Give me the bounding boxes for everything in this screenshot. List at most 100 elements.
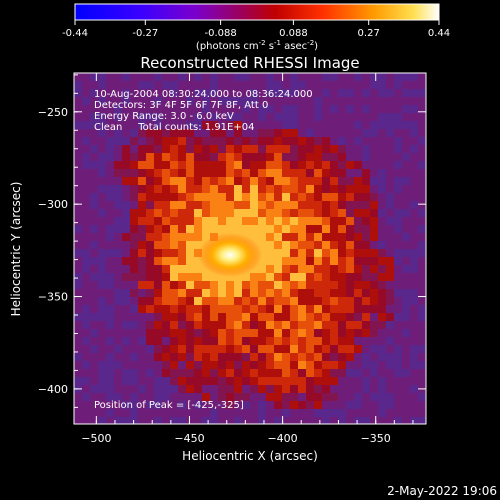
heatmap-cell xyxy=(194,81,202,89)
heatmap-cell xyxy=(274,161,282,169)
heatmap-cell xyxy=(314,193,322,201)
heatmap-cell xyxy=(130,97,138,105)
heatmap-cell xyxy=(250,97,258,105)
heatmap-cell xyxy=(314,201,322,209)
heatmap-cell xyxy=(394,265,402,273)
plot-frame xyxy=(73,72,427,425)
heatmap-cell xyxy=(138,249,146,257)
heatmap-cell xyxy=(362,393,370,401)
heatmap-cell xyxy=(370,305,378,313)
heatmap-cell xyxy=(362,161,370,169)
heatmap-cell xyxy=(226,369,234,377)
heatmap-cell xyxy=(386,81,394,89)
heatmap-cell xyxy=(330,97,338,105)
heatmap-cell xyxy=(202,401,210,409)
heatmap-cell xyxy=(330,305,338,313)
heatmap-cell xyxy=(74,105,82,113)
heatmap-cell xyxy=(194,313,202,321)
heatmap-cell xyxy=(122,161,130,169)
heatmap-cell xyxy=(298,169,306,177)
heatmap-cell xyxy=(402,137,410,145)
heatmap-cell xyxy=(90,225,98,233)
heatmap-cell xyxy=(410,153,418,161)
heatmap-cell xyxy=(98,265,106,273)
heatmap-cell xyxy=(402,361,410,369)
heatmap-cell xyxy=(394,137,402,145)
heatmap-cell xyxy=(122,121,130,129)
heatmap-cell xyxy=(386,89,394,97)
heatmap-cell xyxy=(146,201,154,209)
heatmap-cell xyxy=(330,417,338,424)
heatmap-cell xyxy=(322,153,330,161)
heatmap-cell xyxy=(330,385,338,393)
heatmap-cell xyxy=(90,129,98,137)
heatmap-cell xyxy=(74,153,82,161)
heatmap-cell xyxy=(162,89,170,97)
heatmap-cell xyxy=(370,97,378,105)
heatmap-cell xyxy=(186,329,194,337)
heatmap-cell xyxy=(250,281,258,289)
heatmap-cell xyxy=(114,121,122,129)
heatmap-cell xyxy=(138,353,146,361)
heatmap-cell xyxy=(186,169,194,177)
heatmap-cell xyxy=(106,137,114,145)
heatmap-cell xyxy=(370,161,378,169)
heatmap-cell xyxy=(242,161,250,169)
heatmap-cell xyxy=(346,417,354,424)
heatmap-cell xyxy=(210,73,218,81)
heatmap-cell xyxy=(154,105,162,113)
heatmap-cell xyxy=(266,361,274,369)
heatmap-cell xyxy=(178,97,186,105)
heatmap-cell xyxy=(114,345,122,353)
heatmap-cell xyxy=(386,329,394,337)
heatmap-cell xyxy=(314,401,322,409)
heatmap-cell xyxy=(306,153,314,161)
heatmap-cell xyxy=(138,265,146,273)
heatmap-cell xyxy=(274,369,282,377)
heatmap-cell xyxy=(242,345,250,353)
heatmap-cell xyxy=(378,409,386,417)
heatmap-cell xyxy=(162,281,170,289)
heatmap-cell xyxy=(346,185,354,193)
heatmap-cell xyxy=(298,89,306,97)
heatmap-cell xyxy=(74,177,82,185)
heatmap-cell xyxy=(178,281,186,289)
heatmap-cell xyxy=(130,329,138,337)
heatmap-cell xyxy=(266,329,274,337)
heatmap-cell xyxy=(394,345,402,353)
heatmap-cell xyxy=(186,201,194,209)
heatmap-cell xyxy=(386,377,394,385)
heatmap-cell xyxy=(90,161,98,169)
heatmap-cell xyxy=(418,289,426,297)
heatmap-cell xyxy=(90,169,98,177)
heatmap-cell xyxy=(258,161,266,169)
heatmap-cell xyxy=(322,417,330,424)
heatmap-cell xyxy=(194,265,202,273)
heatmap-cell xyxy=(362,209,370,217)
heatmap-cell xyxy=(146,265,154,273)
heatmap-cell xyxy=(122,73,130,81)
heatmap-cell xyxy=(90,145,98,153)
heatmap-cell xyxy=(98,321,106,329)
heatmap-cell xyxy=(226,385,234,393)
heatmap-cell xyxy=(210,121,218,129)
heatmap-cell xyxy=(234,417,242,424)
heatmap-cell xyxy=(282,81,290,89)
heatmap-cell xyxy=(290,385,298,393)
heatmap-cell xyxy=(218,377,226,385)
heatmap-cell xyxy=(234,289,242,297)
annotation-clean-counts: Clean Total counts: 1.91E+04 xyxy=(94,122,254,133)
heatmap-cell xyxy=(242,369,250,377)
heatmap-cell xyxy=(290,233,298,241)
heatmap-cell xyxy=(226,281,234,289)
heatmap-cell xyxy=(290,409,298,417)
heatmap-cell xyxy=(410,345,418,353)
heatmap-cell xyxy=(226,145,234,153)
heatmap-cell xyxy=(202,105,210,113)
heatmap-cell xyxy=(202,153,210,161)
heatmap-cell xyxy=(338,201,346,209)
heatmap-cell xyxy=(258,273,266,281)
heatmap-cell xyxy=(122,377,130,385)
heatmap-cell xyxy=(242,321,250,329)
heatmap-cell xyxy=(314,265,322,273)
